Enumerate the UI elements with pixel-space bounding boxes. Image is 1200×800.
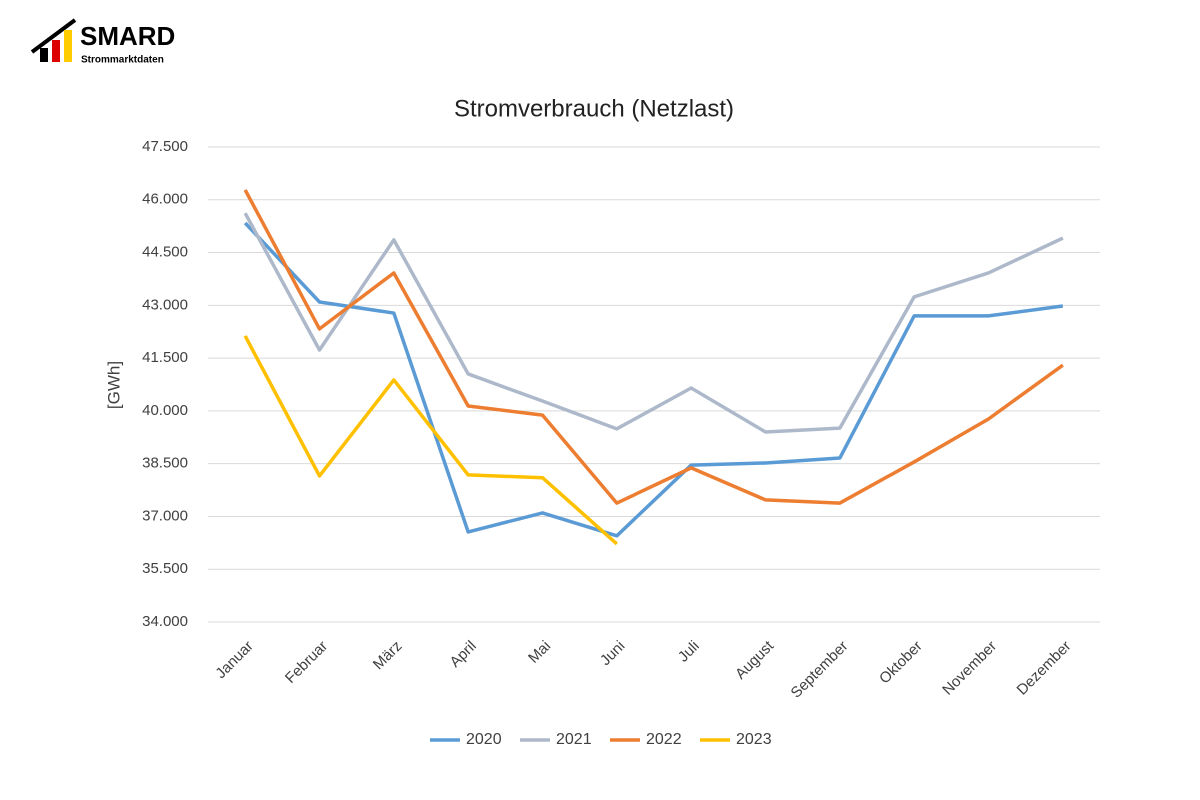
x-tick-label: August: [732, 637, 778, 683]
legend-label: 2023: [736, 731, 772, 748]
legend-label: 2020: [466, 731, 502, 748]
x-tick-label: Oktober: [876, 638, 926, 688]
x-tick-label: Februar: [282, 638, 331, 687]
y-tick-label: 38.500: [142, 455, 188, 472]
logo-roof: [30, 18, 77, 54]
y-tick-label: 34.000: [142, 613, 188, 630]
x-tick-label: März: [370, 638, 406, 674]
y-tick-label: 43.000: [142, 296, 188, 313]
logo-bar: [64, 30, 72, 62]
y-tick-label: 35.500: [142, 560, 188, 577]
series-line: [243, 189, 1064, 505]
x-tick-label: November: [939, 638, 1000, 699]
chart-title: Stromverbrauch (Netzlast): [454, 95, 734, 122]
logo-text: SMARD: [80, 21, 175, 51]
logo: SMARD Strommarktdaten: [30, 18, 175, 66]
x-tick-label: Juli: [675, 638, 703, 666]
x-tick-label: Juni: [597, 638, 628, 669]
series-line: [243, 212, 1064, 434]
logo-bar: [40, 48, 48, 62]
logo-subtext: Strommarktdaten: [81, 55, 164, 66]
y-axis-label: [GWh]: [104, 361, 123, 409]
y-tick-label: 44.500: [142, 244, 188, 261]
x-tick-label: April: [447, 638, 480, 671]
y-tick-label: 41.500: [142, 349, 188, 366]
x-tick-label: September: [788, 638, 852, 702]
series-line: [243, 335, 618, 546]
legend-label: 2022: [646, 731, 682, 748]
x-tick-label: Januar: [212, 638, 256, 682]
y-tick-label: 46.000: [142, 191, 188, 208]
y-tick-label: 37.000: [142, 507, 188, 524]
y-tick-label: 47.500: [142, 138, 188, 155]
x-tick-label: Mai: [525, 638, 554, 667]
series-line: [243, 221, 1064, 538]
x-tick-label: Dezember: [1014, 638, 1075, 699]
logo-bar: [52, 40, 60, 62]
legend-label: 2021: [556, 731, 592, 748]
y-tick-label: 40.000: [142, 402, 188, 419]
